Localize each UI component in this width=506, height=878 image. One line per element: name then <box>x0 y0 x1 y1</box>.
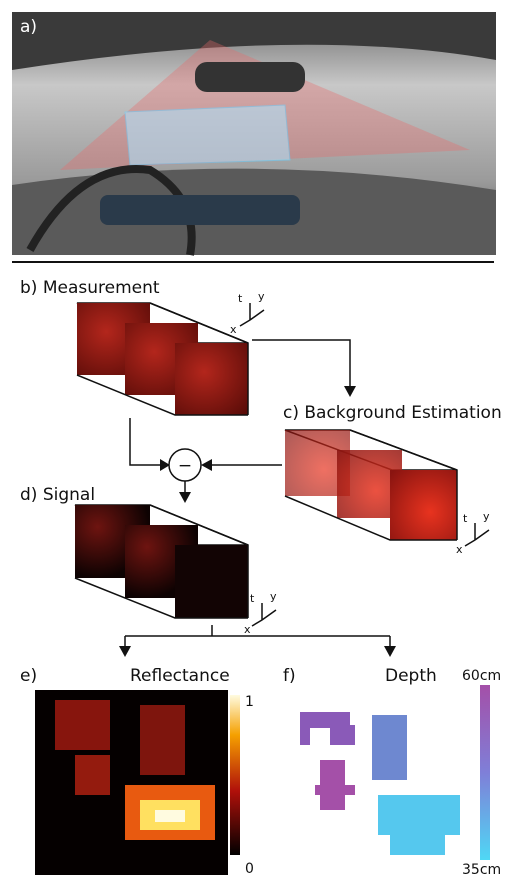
colorbar <box>480 685 490 860</box>
axis-label: t <box>238 292 243 305</box>
operator-label: − <box>178 456 192 476</box>
axis-label: y <box>258 290 265 303</box>
axis-label: t <box>463 512 468 525</box>
panel-title: Depth <box>385 666 437 686</box>
axis-glyph: t y x <box>456 510 490 556</box>
panel-label: d) Signal <box>20 485 95 505</box>
axis-label: x <box>456 543 463 556</box>
axis-label: x <box>230 323 237 336</box>
depth-image <box>300 712 460 855</box>
colorbar-label: 60cm <box>462 668 501 684</box>
panel-label: b) Measurement <box>20 278 160 298</box>
car-illustration <box>12 12 496 255</box>
axis-glyph: t y x <box>244 590 277 636</box>
axis-label: y <box>483 510 490 523</box>
background-stack <box>285 430 457 540</box>
axis-label: y <box>270 590 277 603</box>
panel-label: a) <box>20 17 37 37</box>
axis-glyph: t y x <box>230 290 265 336</box>
colorbar-label: 0 <box>245 861 254 877</box>
panel-label: e) <box>20 666 37 686</box>
panel-label: c) Background Estimation <box>283 403 502 423</box>
axis-label: t <box>250 592 255 605</box>
panel-title: Reflectance <box>130 666 230 686</box>
axis-label: x <box>244 623 251 636</box>
reflectance-image <box>35 690 228 875</box>
figure: a) b) Measurement t y x − c) Background … <box>0 0 506 878</box>
measurement-stack <box>77 303 248 415</box>
panel-label: f) <box>283 666 296 686</box>
colorbar <box>230 695 240 855</box>
signal-stack <box>75 505 248 618</box>
colorbar-label: 1 <box>245 694 254 710</box>
colorbar-label: 35cm <box>462 862 501 878</box>
